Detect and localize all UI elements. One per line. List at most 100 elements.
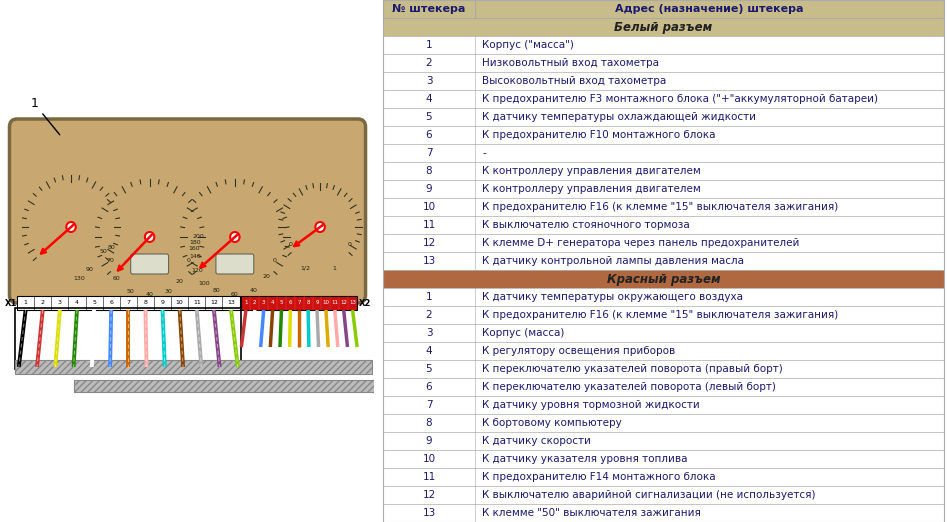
Text: К переключателю указателей поворота (правый борт): К переключателю указателей поворота (пра… [482, 364, 783, 374]
Text: К датчику температуры окружающего воздуха: К датчику температуры окружающего воздух… [482, 292, 743, 302]
Text: 80: 80 [107, 245, 116, 251]
Bar [383, 450, 944, 468]
Text: Белый разъем: Белый разъем [615, 20, 712, 33]
Text: X1: X1 [5, 299, 17, 307]
Text: 12: 12 [422, 490, 436, 500]
Bar [383, 36, 944, 54]
Bar [383, 342, 944, 360]
Text: 5: 5 [92, 301, 96, 305]
Text: К датчику указателя уровня топлива: К датчику указателя уровня топлива [482, 454, 688, 464]
Text: 120: 120 [191, 268, 203, 273]
Text: 0: 0 [273, 258, 277, 264]
Text: 160: 160 [188, 246, 201, 251]
Bar [383, 90, 944, 108]
Text: 0: 0 [348, 243, 351, 247]
Bar [383, 54, 944, 72]
Bar [383, 324, 944, 342]
Bar [383, 288, 944, 306]
Text: 4: 4 [425, 346, 432, 356]
Text: 30: 30 [165, 289, 172, 294]
Text: 11: 11 [422, 220, 436, 230]
Text: 1: 1 [332, 266, 336, 271]
Text: 2: 2 [41, 301, 45, 305]
Text: 3: 3 [58, 301, 62, 305]
Text: 0: 0 [289, 243, 293, 247]
Text: 5: 5 [279, 301, 283, 305]
Text: 1: 1 [425, 292, 432, 302]
Text: № штекера: № штекера [392, 4, 466, 14]
Bar [383, 486, 944, 504]
Text: 8: 8 [425, 418, 432, 428]
Text: 9: 9 [315, 301, 319, 305]
Text: 60: 60 [113, 276, 120, 281]
Text: 3: 3 [262, 301, 265, 305]
Text: 11: 11 [422, 472, 436, 482]
Text: Корпус (масса): Корпус (масса) [482, 328, 564, 338]
Text: 6: 6 [425, 382, 432, 392]
Bar [383, 0, 944, 18]
Text: 1: 1 [425, 40, 432, 50]
Text: Адрес (назначение) штекера: Адрес (назначение) штекера [616, 4, 804, 14]
Text: 11: 11 [331, 301, 338, 305]
Text: Красный разъем: Красный разъем [607, 272, 721, 286]
Text: К выключателю стояночного тормоза: К выключателю стояночного тормоза [482, 220, 690, 230]
Text: К регулятору освещения приборов: К регулятору освещения приборов [482, 346, 675, 356]
Text: 1: 1 [244, 301, 248, 305]
Text: К датчику температуры охлаждающей жидкости: К датчику температуры охлаждающей жидкос… [482, 112, 756, 122]
Text: 3: 3 [425, 76, 432, 86]
Text: 6: 6 [289, 301, 292, 305]
Text: К датчику скорости: К датчику скорости [482, 436, 591, 446]
Bar [383, 396, 944, 414]
Text: 180: 180 [189, 240, 202, 245]
Text: К клемме D+ генератора через панель предохранителей: К клемме D+ генератора через панель пред… [482, 238, 799, 248]
Text: 9: 9 [425, 184, 432, 194]
Text: К выключателю аварийной сигнализации (не используется): К выключателю аварийной сигнализации (не… [482, 490, 815, 500]
Text: 7: 7 [126, 301, 131, 305]
Bar [383, 234, 944, 252]
FancyBboxPatch shape [131, 254, 169, 274]
Text: 5: 5 [425, 112, 432, 122]
Text: 5: 5 [425, 364, 432, 374]
Text: 70: 70 [106, 258, 115, 264]
Text: К контроллеру управления двигателем: К контроллеру управления двигателем [482, 184, 701, 194]
Text: 100: 100 [198, 281, 209, 286]
Bar [383, 198, 944, 216]
Text: 12: 12 [340, 301, 348, 305]
Circle shape [145, 232, 154, 242]
Text: Высоковольтный вход тахометра: Высоковольтный вход тахометра [482, 76, 667, 86]
Bar [383, 432, 944, 450]
Bar [383, 126, 944, 144]
Bar [383, 270, 944, 288]
Text: 11: 11 [193, 301, 201, 305]
Text: 12: 12 [210, 301, 218, 305]
Text: 4: 4 [425, 94, 432, 104]
Bar [383, 360, 944, 378]
Text: К переключателю указателей поворота (левый борт): К переключателю указателей поворота (лев… [482, 382, 776, 392]
Text: К клемме "50" выключателя зажигания: К клемме "50" выключателя зажигания [482, 508, 701, 518]
Text: К предохранителю F16 (к клемме "15" выключателя зажигания): К предохранителю F16 (к клемме "15" выкл… [482, 202, 838, 212]
Bar [383, 468, 944, 486]
Bar [383, 504, 944, 522]
Bar [383, 252, 944, 270]
Text: 20: 20 [175, 279, 183, 284]
Text: 10: 10 [422, 454, 436, 464]
Bar [241, 296, 357, 310]
Text: 10: 10 [176, 301, 184, 305]
Text: 9: 9 [425, 436, 432, 446]
Bar [383, 108, 944, 126]
Text: К предохранителю F16 (к клемме "15" выключателя зажигания): К предохранителю F16 (к клемме "15" выкл… [482, 310, 838, 320]
Text: 13: 13 [422, 256, 436, 266]
Bar [383, 216, 944, 234]
Text: 2: 2 [425, 310, 432, 320]
Text: Корпус ("масса"): Корпус ("масса") [482, 40, 574, 50]
Text: 90: 90 [86, 267, 94, 272]
Text: -: - [482, 148, 486, 158]
Text: К датчику контрольной лампы давления масла: К датчику контрольной лампы давления мас… [482, 256, 744, 266]
Bar [383, 378, 944, 396]
Text: 1: 1 [30, 97, 60, 135]
Bar [383, 414, 944, 432]
Circle shape [315, 222, 325, 232]
Text: 6: 6 [109, 301, 113, 305]
Text: 4: 4 [271, 301, 275, 305]
Text: 130: 130 [74, 276, 85, 281]
